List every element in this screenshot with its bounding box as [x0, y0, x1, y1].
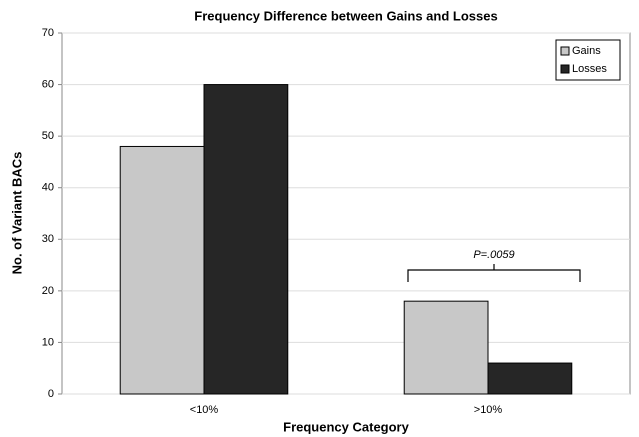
- legend-swatch: [560, 46, 570, 56]
- bar: [203, 84, 289, 395]
- y-tick-label: 10: [42, 336, 54, 348]
- y-tick-label: 30: [42, 233, 54, 245]
- bar: [487, 362, 573, 395]
- bar: [119, 145, 205, 395]
- chart-title: Frequency Difference between Gains and L…: [194, 8, 497, 23]
- x-tick-label: >10%: [474, 404, 503, 416]
- y-tick-label: 0: [48, 388, 54, 400]
- y-tick-label: 70: [42, 27, 54, 39]
- legend-swatch: [560, 64, 570, 74]
- y-tick-label: 60: [42, 78, 54, 90]
- x-tick-label: <10%: [190, 404, 219, 416]
- y-tick-label: 40: [42, 182, 54, 194]
- annotation: P=.0059: [473, 249, 514, 261]
- y-axis-label: No. of Variant BACs: [9, 152, 24, 275]
- legend-label: Gains: [572, 45, 601, 57]
- significance-bracket: [407, 264, 581, 282]
- x-axis-label: Frequency Category: [283, 419, 409, 434]
- bar: [403, 300, 489, 395]
- y-tick-label: 20: [42, 285, 54, 297]
- legend-label: Losses: [572, 63, 607, 75]
- y-tick-label: 50: [42, 130, 54, 142]
